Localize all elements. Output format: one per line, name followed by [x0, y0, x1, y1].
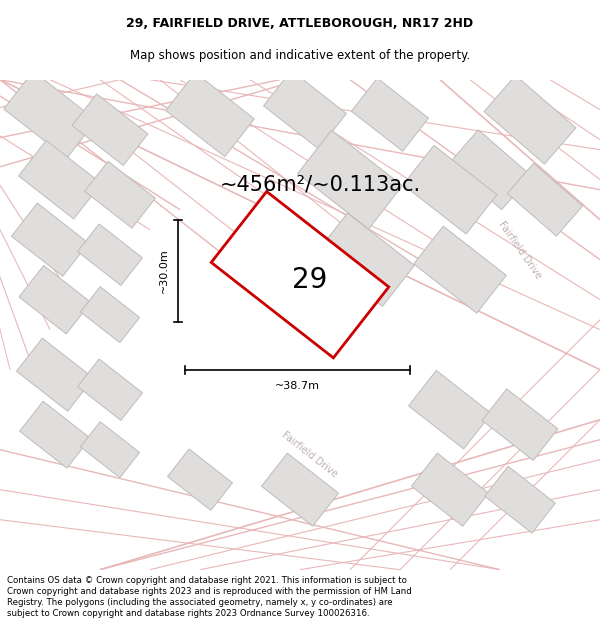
- Polygon shape: [19, 141, 101, 219]
- Polygon shape: [298, 130, 403, 229]
- Polygon shape: [449, 130, 531, 209]
- Polygon shape: [262, 453, 338, 526]
- Polygon shape: [508, 163, 583, 236]
- Polygon shape: [4, 71, 96, 158]
- Text: 29, FAIRFIELD DRIVE, ATTLEBOROUGH, NR17 2HD: 29, FAIRFIELD DRIVE, ATTLEBOROUGH, NR17 …: [127, 17, 473, 30]
- Text: Fairfield Drive: Fairfield Drive: [280, 430, 340, 479]
- Polygon shape: [80, 287, 140, 342]
- Text: ~456m²/~0.113ac.: ~456m²/~0.113ac.: [220, 174, 421, 194]
- Polygon shape: [316, 213, 415, 306]
- Polygon shape: [16, 338, 94, 411]
- Polygon shape: [484, 76, 576, 164]
- Polygon shape: [72, 94, 148, 166]
- Polygon shape: [20, 401, 91, 468]
- Polygon shape: [80, 422, 140, 478]
- Polygon shape: [263, 71, 346, 149]
- Text: ~30.0m: ~30.0m: [159, 248, 169, 293]
- Polygon shape: [412, 453, 488, 526]
- Text: Fairfield Drive: Fairfield Drive: [496, 219, 544, 280]
- Polygon shape: [11, 203, 89, 276]
- Text: Map shows position and indicative extent of the property.: Map shows position and indicative extent…: [130, 49, 470, 62]
- Polygon shape: [167, 449, 232, 511]
- Polygon shape: [482, 389, 558, 461]
- Polygon shape: [352, 78, 428, 151]
- Polygon shape: [85, 161, 155, 228]
- Polygon shape: [19, 266, 91, 334]
- Polygon shape: [77, 359, 142, 421]
- Polygon shape: [211, 191, 389, 358]
- Text: ~38.7m: ~38.7m: [275, 381, 320, 391]
- Polygon shape: [409, 371, 491, 449]
- Polygon shape: [166, 72, 254, 157]
- Polygon shape: [403, 146, 497, 234]
- Text: 29: 29: [292, 266, 328, 294]
- Polygon shape: [414, 226, 506, 313]
- Text: Contains OS data © Crown copyright and database right 2021. This information is : Contains OS data © Crown copyright and d…: [7, 576, 412, 618]
- Polygon shape: [485, 466, 556, 533]
- Polygon shape: [77, 224, 142, 286]
